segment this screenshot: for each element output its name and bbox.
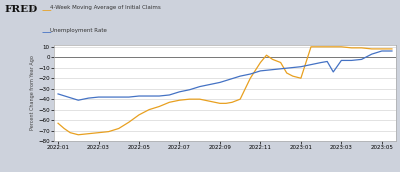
Text: FRED: FRED: [4, 5, 37, 14]
Text: —: —: [42, 5, 52, 15]
Text: ╱: ╱: [30, 5, 34, 13]
Text: 4-Week Moving Average of Initial Claims: 4-Week Moving Average of Initial Claims: [50, 5, 161, 10]
Y-axis label: Percent Change from Year Ago: Percent Change from Year Ago: [30, 55, 36, 130]
Text: Unemployment Rate: Unemployment Rate: [50, 28, 107, 33]
Text: —: —: [42, 28, 52, 37]
